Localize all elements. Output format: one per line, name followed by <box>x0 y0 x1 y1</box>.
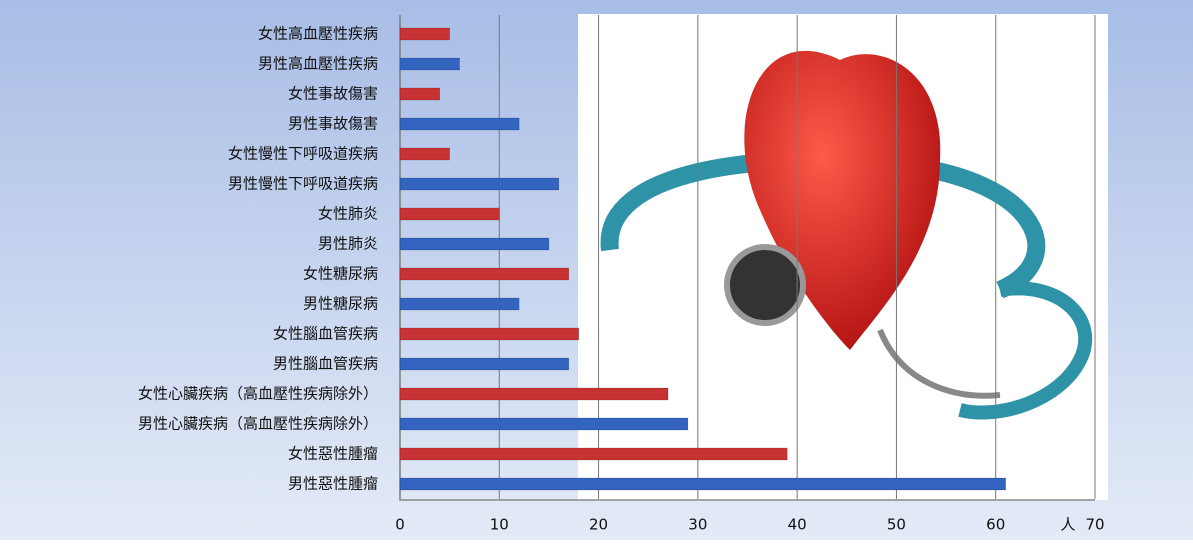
y-tick-label: 男性事故傷害 <box>288 115 378 133</box>
y-tick-label: 男性慢性下呼吸道疾病 <box>228 175 378 193</box>
bar <box>399 57 460 71</box>
bar <box>399 147 450 161</box>
y-tick-label: 女性高血壓性疾病 <box>258 25 378 43</box>
y-tick-label: 男性肺炎 <box>318 235 378 253</box>
y-tick-label: 男性腦血管疾病 <box>273 355 378 373</box>
y-tick-label: 男性糖尿病 <box>303 295 378 313</box>
heart <box>744 50 941 351</box>
bar <box>399 477 1006 491</box>
y-tick-label: 女性肺炎 <box>318 205 378 223</box>
y-tick-label: 女性腦血管疾病 <box>273 325 378 343</box>
bar <box>399 117 520 131</box>
y-tick-label: 男性惡性腫瘤 <box>288 475 378 493</box>
x-tick-label: 10 <box>490 516 509 534</box>
y-tick-label: 女性糖尿病 <box>303 265 378 283</box>
y-tick-label: 女性惡性腫瘤 <box>288 445 378 463</box>
bar <box>399 387 669 401</box>
bar <box>399 177 560 191</box>
y-tick-label: 女性事故傷害 <box>288 85 378 103</box>
x-tick-label: 20 <box>589 516 608 534</box>
stethoscope-head <box>724 244 806 326</box>
y-tick-label: 女性慢性下呼吸道疾病 <box>228 145 378 163</box>
x-tick-label: 30 <box>688 516 707 534</box>
x-tick-label: 0 <box>395 516 405 534</box>
y-tick-label: 男性心臟疾病（高血壓性疾病除外） <box>138 415 378 433</box>
x-axis-label: 人 <box>1060 516 1075 534</box>
bar <box>399 207 500 221</box>
bar <box>399 417 689 431</box>
x-tick-label: 60 <box>986 516 1005 534</box>
bar <box>399 297 520 311</box>
y-tick-label: 男性高血壓性疾病 <box>258 55 378 73</box>
bar <box>399 447 788 461</box>
bar <box>399 327 579 341</box>
bar <box>399 87 440 101</box>
x-tick-label: 50 <box>887 516 906 534</box>
x-tick-label: 70 <box>1085 516 1104 534</box>
bar <box>399 237 550 251</box>
bar <box>399 27 450 41</box>
x-tick-label: 40 <box>788 516 807 534</box>
stethoscope-arm <box>877 328 1001 399</box>
bar <box>399 357 570 371</box>
bar <box>399 267 570 281</box>
stethoscope-tube <box>958 281 1093 420</box>
y-tick-label: 女性心臟疾病（高血壓性疾病除外） <box>138 385 378 403</box>
